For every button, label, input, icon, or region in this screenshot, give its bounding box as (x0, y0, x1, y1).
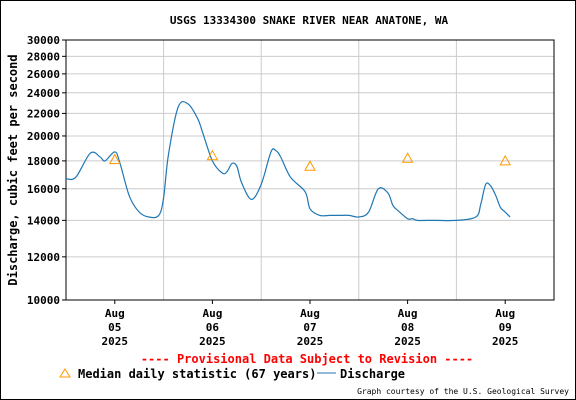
y-tick-label: 24000 (27, 87, 60, 100)
x-tick-label: Aug (202, 307, 222, 320)
median-marker (304, 160, 316, 171)
y-axis-label: Discharge, cubic feet per second (6, 54, 20, 285)
x-tick-label: 2025 (102, 335, 129, 348)
y-tick-label: 14000 (27, 214, 60, 227)
median-marker (401, 152, 414, 163)
discharge-line (65, 100, 511, 222)
provisional-data-notice: ---- Provisional Data Subject to Revisio… (141, 352, 473, 366)
x-tick-label: 2025 (394, 335, 421, 348)
x-tick-label: 08 (401, 321, 414, 334)
y-tick-label: 26000 (27, 68, 60, 81)
x-tick-label: 2025 (492, 335, 519, 348)
legend-median-label: Median daily statistic (67 years) (78, 367, 316, 381)
y-tick-label: 20000 (27, 130, 60, 143)
median-marker (206, 149, 219, 161)
y-tick-label: 28000 (27, 50, 60, 63)
x-tick-label: 07 (303, 321, 316, 334)
x-tick-label: Aug (105, 307, 125, 320)
y-tick-label: 12000 (27, 251, 60, 264)
series (65, 100, 512, 222)
x-tick-label: 2025 (297, 335, 324, 348)
chart-title: USGS 13334300 SNAKE RIVER NEAR ANATONE, … (170, 14, 449, 27)
x-tick-label: 05 (108, 321, 121, 334)
y-tick-label: 30000 (27, 34, 60, 47)
x-tick-label: Aug (300, 307, 320, 320)
y-tick-label: 22000 (27, 107, 60, 120)
legend: Median daily statistic (67 years) Discha… (59, 367, 405, 381)
y-tick-label: 18000 (27, 155, 60, 168)
x-tick-label: 2025 (199, 335, 226, 348)
x-axis-ticks: Aug052025Aug062025Aug072025Aug082025Aug0… (102, 300, 519, 348)
x-tick-label: 09 (499, 321, 512, 334)
y-tick-label: 16000 (27, 183, 60, 196)
y-tick-label: 10000 (27, 294, 60, 307)
y-axis-ticks: 10000 12000 14000 16000 18000 20000 22000 24000… (27, 34, 66, 307)
x-tick-label: Aug (495, 307, 515, 320)
legend-discharge-label: Discharge (340, 367, 405, 381)
legend-median-marker (59, 368, 71, 378)
x-tick-label: Aug (398, 307, 418, 320)
x-tick-label: 06 (206, 321, 220, 334)
median-marker (108, 153, 121, 165)
graph-credit: Graph courtesy of the U.S. Geological Su… (357, 387, 569, 396)
median-marker (499, 154, 512, 166)
